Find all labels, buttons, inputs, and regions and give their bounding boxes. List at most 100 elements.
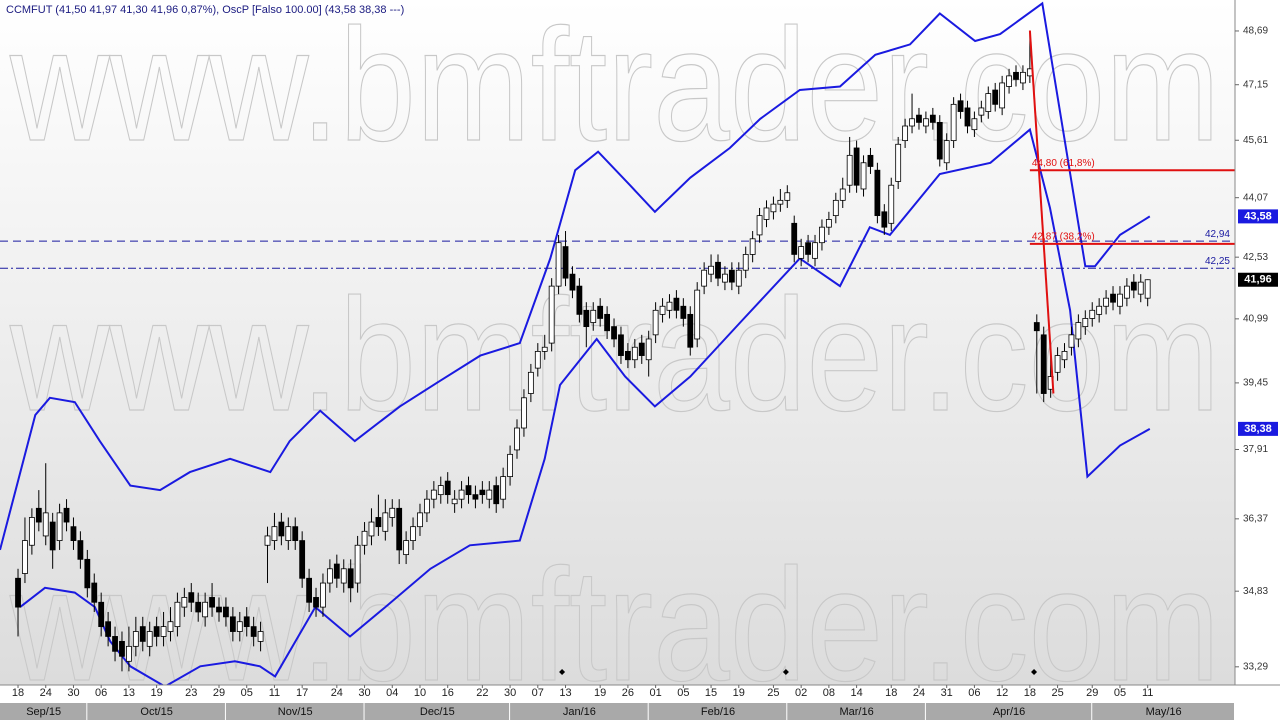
- candle-body: [631, 346, 638, 361]
- candle-body: [916, 114, 922, 123]
- candle-body: [1110, 293, 1116, 303]
- month-label: Jan/16: [563, 706, 596, 718]
- candle-body: [479, 489, 486, 496]
- price-tag: [1238, 421, 1278, 436]
- candle-body: [624, 350, 631, 361]
- candle-body: [458, 489, 465, 500]
- watermark: www.bmftrader.com: [9, 0, 1220, 174]
- y-tick-label: 33,29: [1243, 661, 1268, 672]
- candle-body: [389, 507, 396, 518]
- x-tick-label: 11: [269, 687, 280, 699]
- candle-body: [278, 521, 285, 537]
- candle-body: [805, 242, 811, 255]
- month-band: [787, 703, 925, 720]
- candle-body: [229, 616, 236, 632]
- candle-body: [174, 601, 181, 628]
- month-label: Nov/15: [278, 706, 313, 718]
- candle-body: [860, 162, 867, 190]
- candle-body: [1096, 305, 1103, 315]
- candle-body: [1068, 334, 1075, 348]
- candle-body: [451, 498, 458, 505]
- x-tick-label: 11: [1142, 687, 1153, 699]
- candle-body: [735, 269, 742, 287]
- candle-body: [195, 601, 202, 613]
- candle-body: [562, 246, 569, 279]
- y-tick-label: 44,07: [1243, 192, 1268, 203]
- month-label: Feb/16: [701, 706, 735, 718]
- candle-body: [874, 169, 881, 217]
- candle-body: [1144, 279, 1151, 299]
- candle-body: [895, 143, 902, 182]
- candle-body: [728, 269, 735, 283]
- candle-body: [687, 313, 694, 348]
- candle-body: [1137, 281, 1144, 295]
- candle-body: [971, 118, 978, 131]
- x-tick-label: 02: [795, 687, 807, 699]
- candle-body: [56, 512, 63, 541]
- y-tick-label: 36,37: [1243, 513, 1268, 524]
- x-tick-label: 08: [823, 687, 835, 699]
- candle-body: [333, 563, 340, 579]
- candle-body: [825, 219, 832, 228]
- x-tick-label: 24: [331, 687, 343, 699]
- candle-body: [618, 334, 624, 356]
- candle-body: [645, 338, 652, 361]
- candle-body: [146, 631, 153, 647]
- candle-body: [853, 147, 860, 186]
- candle-body: [1117, 293, 1123, 307]
- event-marker: [559, 669, 566, 675]
- candle-body: [846, 154, 853, 186]
- candle-body: [680, 305, 687, 319]
- candle-body: [424, 498, 430, 514]
- candle-body: [202, 601, 209, 618]
- candle-body: [701, 269, 708, 287]
- candle-body: [694, 289, 701, 340]
- candle-body: [1013, 71, 1019, 80]
- candle-body: [902, 125, 909, 142]
- candle-body: [611, 326, 617, 340]
- x-tick-label: 22: [476, 687, 488, 699]
- candle-body: [583, 309, 590, 328]
- candle-body: [35, 507, 42, 523]
- candle-body: [770, 203, 777, 213]
- x-tick-label: 05: [241, 687, 253, 699]
- candle-body: [590, 309, 597, 323]
- price-tag: [1238, 209, 1278, 224]
- candle-body: [340, 568, 347, 584]
- candle-body: [160, 626, 167, 637]
- candle-body: [839, 188, 846, 201]
- candle-body: [978, 107, 985, 116]
- candle-body: [604, 313, 611, 332]
- candle-body: [313, 597, 319, 608]
- month-label: May/16: [1146, 706, 1182, 718]
- month-band: [0, 703, 87, 720]
- candle-body: [659, 305, 666, 315]
- candle-body: [576, 285, 583, 315]
- candle-body: [1130, 281, 1137, 291]
- candle-body: [430, 489, 437, 500]
- candle-body: [126, 645, 132, 662]
- month-label: Sep/15: [26, 706, 61, 718]
- candle-body: [271, 526, 278, 541]
- x-tick-label: 01: [649, 687, 661, 699]
- x-tick-label: 19: [594, 687, 606, 699]
- x-tick-label: 18: [885, 687, 897, 699]
- candle-body: [1089, 309, 1096, 319]
- candle-body: [437, 485, 444, 496]
- plot-area: 44,80 (61,8%) 42,87 (38,2%) 42,94 42,25: [0, 1, 1235, 685]
- level-label: 42,25: [1205, 256, 1230, 267]
- x-tick-label: 29: [213, 687, 225, 699]
- month-label: Dec/15: [420, 706, 455, 718]
- x-tick-label: 13: [559, 687, 571, 699]
- candle-body: [791, 222, 798, 255]
- candle-body: [1061, 350, 1068, 361]
- candle-body: [444, 480, 451, 496]
- candle-body: [1040, 334, 1047, 394]
- candle-body: [715, 261, 721, 279]
- candle-body: [410, 526, 416, 541]
- candle-body: [1103, 297, 1109, 307]
- candle-body: [867, 154, 874, 167]
- x-tick-label: 30: [358, 687, 370, 699]
- x-tick-label: 14: [850, 687, 862, 699]
- candle-body: [132, 631, 139, 647]
